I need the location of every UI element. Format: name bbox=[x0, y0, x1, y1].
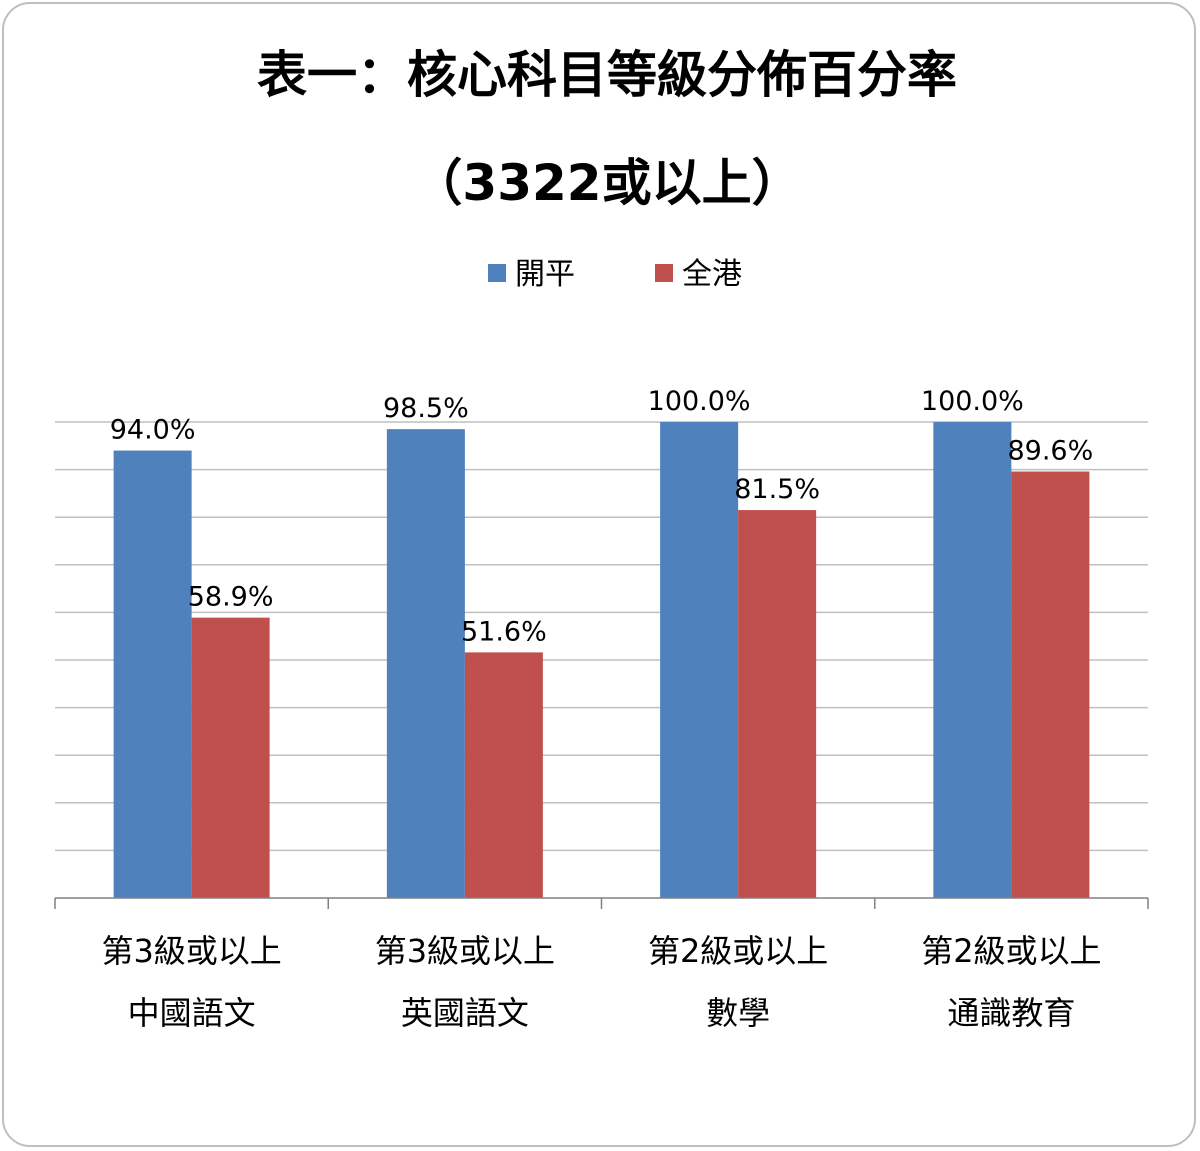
category-label-0-0: 第3級或以上 bbox=[101, 932, 281, 970]
bar-0-2 bbox=[660, 422, 739, 898]
bars bbox=[113, 422, 1090, 898]
legend-swatch-1 bbox=[655, 264, 673, 282]
category-label-0-1: 中國語文 bbox=[128, 994, 256, 1032]
bar-0-3 bbox=[933, 422, 1012, 898]
chart-subtitle: （3322或以上） bbox=[412, 154, 801, 212]
data-label-1-3: 89.6% bbox=[1007, 436, 1093, 467]
chart-title: 表一：核心科目等級分佈百分率 bbox=[257, 46, 957, 104]
bar-0-0 bbox=[113, 450, 192, 898]
data-label-1-1: 51.6% bbox=[461, 616, 547, 647]
category-label-2-1: 數學 bbox=[706, 994, 770, 1032]
category-label-3-0: 第2級或以上 bbox=[921, 932, 1101, 970]
category-label-1-1: 英國語文 bbox=[401, 994, 529, 1032]
data-label-0-2: 100.0% bbox=[648, 386, 751, 417]
data-label-1-2: 81.5% bbox=[734, 474, 820, 505]
bar-1-0 bbox=[191, 617, 270, 898]
category-label-3-1: 通識教育 bbox=[947, 994, 1075, 1032]
bar-1-3 bbox=[1011, 471, 1090, 898]
bar-1-1 bbox=[464, 652, 543, 898]
bar-0-1 bbox=[386, 429, 465, 898]
legend-label-0: 開平 bbox=[515, 257, 575, 292]
data-label-0-3: 100.0% bbox=[921, 386, 1024, 417]
legend-label-1: 全港 bbox=[682, 257, 742, 292]
category-label-1-0: 第3級或以上 bbox=[375, 932, 555, 970]
category-label-2-0: 第2級或以上 bbox=[648, 932, 828, 970]
data-label-0-0: 94.0% bbox=[110, 415, 196, 446]
legend-swatch-0 bbox=[488, 264, 506, 282]
data-labels: 94.0% 58.9% 98.5% 51.6% 100.0% 81.5% 100.0% 89.… bbox=[110, 386, 1094, 647]
legend: 開平 全港 bbox=[488, 257, 742, 292]
data-label-0-1: 98.5% bbox=[383, 393, 469, 424]
data-label-1-0: 58.9% bbox=[188, 582, 274, 613]
bar-1-2 bbox=[738, 510, 817, 898]
